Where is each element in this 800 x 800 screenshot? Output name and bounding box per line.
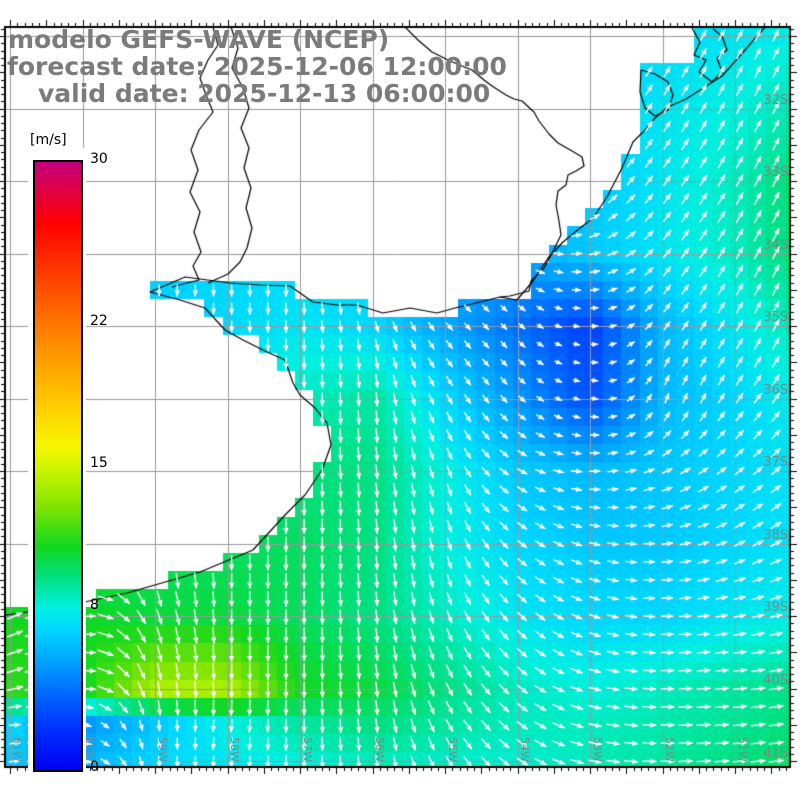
lon-label: 52W bbox=[663, 737, 676, 762]
colorbar-tick-label: 0 bbox=[90, 759, 99, 775]
lat-label: 37S bbox=[763, 455, 788, 470]
colorbar-tick-label: 30 bbox=[90, 151, 108, 167]
colorbar-unit-label: [m/s] bbox=[30, 132, 67, 148]
lon-label: 54W bbox=[518, 737, 531, 762]
lat-label: 41S bbox=[763, 746, 788, 761]
lat-label: 33S bbox=[763, 165, 788, 180]
lon-label: 59W bbox=[156, 737, 169, 762]
colorbar-tick-label: 22 bbox=[90, 313, 108, 330]
lon-label: 53W bbox=[591, 737, 604, 762]
lon-label: 51W bbox=[736, 737, 749, 762]
lat-label: 40S bbox=[763, 673, 788, 688]
lon-label: 55W bbox=[446, 737, 459, 762]
lat-label: 36S bbox=[763, 383, 788, 398]
lon-label: 58W bbox=[228, 737, 241, 762]
colorbar-tick-label: 8 bbox=[90, 596, 99, 613]
lat-label: 39S bbox=[763, 600, 788, 615]
lon-label: 61W bbox=[11, 737, 24, 762]
colorbar-gradient bbox=[33, 160, 83, 772]
lat-label: 35S bbox=[763, 310, 788, 325]
colorbar-tick-label: 15 bbox=[90, 455, 108, 471]
lat-label: 38S bbox=[763, 528, 788, 543]
lon-label: 56W bbox=[373, 737, 386, 762]
lat-label: 34S bbox=[763, 238, 788, 253]
lon-label: 57W bbox=[301, 737, 314, 762]
lat-label: 32S bbox=[763, 93, 788, 108]
